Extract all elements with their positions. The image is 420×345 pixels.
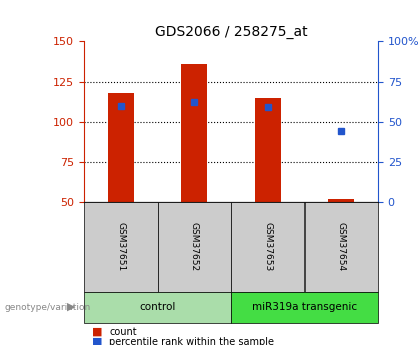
Text: ■: ■ [92, 337, 103, 345]
Text: GSM37654: GSM37654 [337, 222, 346, 271]
Text: miR319a transgenic: miR319a transgenic [252, 302, 357, 312]
Bar [328, 199, 354, 202]
Title: GDS2066 / 258275_at: GDS2066 / 258275_at [155, 25, 307, 39]
Text: genotype/variation: genotype/variation [4, 303, 90, 312]
Bar [231, 292, 378, 323]
Text: GSM37651: GSM37651 [116, 222, 125, 271]
Text: GSM37653: GSM37653 [263, 222, 272, 271]
Bar [84, 202, 158, 292]
Text: control: control [139, 302, 176, 312]
Bar [255, 98, 281, 202]
Text: ▶: ▶ [67, 302, 76, 312]
Text: percentile rank within the sample: percentile rank within the sample [109, 337, 274, 345]
Text: count: count [109, 327, 137, 337]
Text: ■: ■ [92, 327, 103, 337]
Bar [231, 202, 304, 292]
Bar [181, 64, 207, 202]
Bar [108, 93, 134, 202]
Bar [84, 292, 231, 323]
Text: GSM37652: GSM37652 [190, 222, 199, 271]
Bar [158, 202, 231, 292]
Bar [304, 202, 378, 292]
